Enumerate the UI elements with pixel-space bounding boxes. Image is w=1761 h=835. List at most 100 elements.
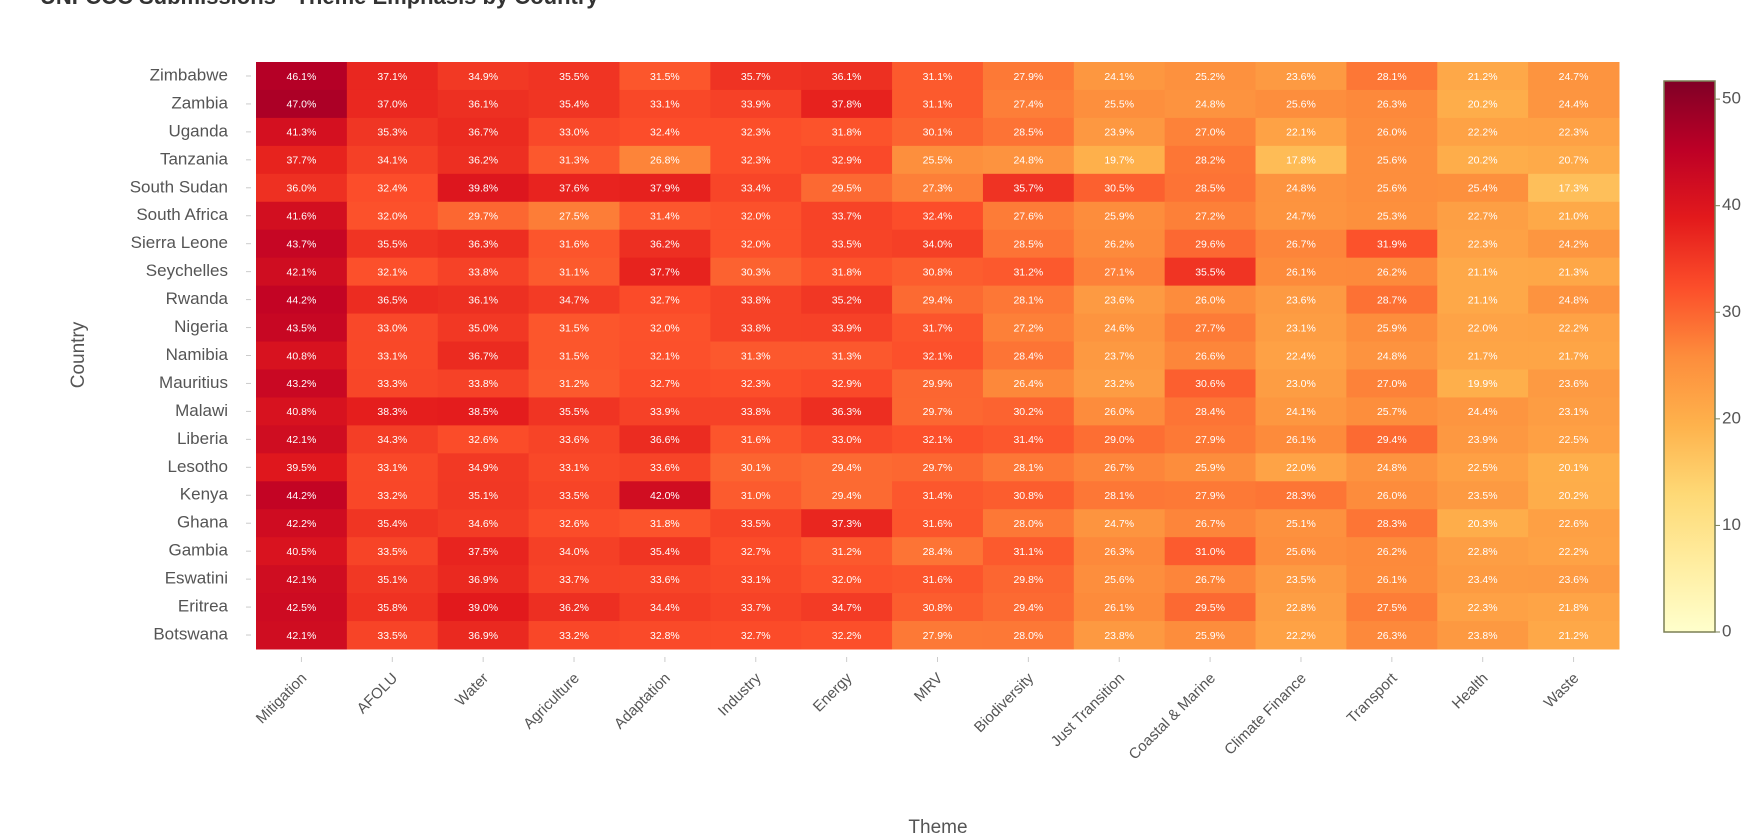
cell-label: 28.0%: [1013, 518, 1043, 530]
cell-label: 36.0%: [287, 183, 317, 195]
heatmap-cell: [982, 285, 1075, 315]
cell-label: 47.0%: [287, 99, 317, 111]
heatmap-cell: [801, 453, 893, 482]
heatmap-cell: [1255, 257, 1347, 287]
heatmap-cell: [1164, 509, 1257, 538]
heatmap-cell: [528, 62, 620, 91]
heatmap-cell: [982, 565, 1075, 594]
heatmap-cell: [1437, 201, 1529, 231]
heatmap-cell: [1255, 593, 1347, 622]
heatmap-cell: [1164, 369, 1257, 398]
heatmap-cell: [346, 229, 439, 259]
cell-label: 24.7%: [1559, 71, 1589, 83]
heatmap-cell: [1346, 369, 1438, 398]
cell-label: 26.7%: [1104, 462, 1134, 474]
cell-label: 27.6%: [1013, 211, 1043, 223]
heatmap-cell: [1073, 285, 1166, 315]
x-tick-label: Just Transition: [1048, 670, 1128, 750]
heatmap-cell: [1346, 89, 1438, 119]
y-tick-label: Liberia: [177, 429, 229, 448]
heatmap-cell: [1073, 565, 1166, 594]
heatmap-cell: [1255, 369, 1347, 398]
heatmap-cell: [437, 285, 530, 315]
cell-label: 31.4%: [1013, 434, 1043, 446]
cell-label: 28.1%: [1104, 490, 1134, 502]
heatmap-cell: [1437, 62, 1529, 91]
cell-label: 20.2%: [1468, 155, 1498, 167]
heatmap-cell: [1437, 117, 1529, 147]
heatmap-cell: [1255, 62, 1347, 91]
cell-label: 28.4%: [1013, 350, 1043, 362]
heatmap-cell: [1073, 341, 1166, 370]
cell-label: 33.2%: [559, 630, 589, 642]
x-tick-label: Climate Finance: [1221, 670, 1310, 759]
cell-label: 31.1%: [923, 99, 953, 111]
x-tick-label: Transport: [1344, 669, 1402, 727]
heatmap-cell: [346, 285, 439, 315]
heatmap-cell: [1255, 425, 1347, 454]
heatmap-cell: [528, 453, 620, 482]
heatmap-cell: [1437, 173, 1529, 203]
heatmap-cell: [619, 621, 711, 650]
cell-label: 33.9%: [650, 406, 680, 418]
cell-label: 36.5%: [377, 294, 407, 306]
heatmap-cell: [1164, 621, 1257, 650]
cell-label: 19.7%: [1104, 155, 1134, 167]
cell-label: 33.0%: [377, 322, 407, 334]
x-tick-label: Health: [1449, 670, 1492, 713]
cell-label: 35.1%: [468, 490, 498, 502]
cell-label: 22.0%: [1286, 462, 1316, 474]
x-tick-label: Adaptation: [611, 670, 674, 733]
heatmap-cell: [982, 509, 1075, 538]
cell-label: 42.1%: [287, 266, 317, 278]
heatmap-cell: [1528, 481, 1620, 510]
heatmap-cell: [619, 509, 711, 538]
heatmap-cell: [1528, 89, 1620, 119]
cell-label: 25.6%: [1286, 99, 1316, 111]
cell-label: 27.5%: [559, 211, 589, 223]
cell-label: 23.6%: [1286, 294, 1316, 306]
cell-label: 33.7%: [741, 602, 771, 614]
cell-label: 32.4%: [923, 211, 953, 223]
heatmap-cell: [892, 257, 984, 287]
cell-label: 26.7%: [1195, 518, 1225, 530]
heatmap-cell: [892, 509, 984, 538]
heatmap-cell: [1346, 397, 1438, 426]
cell-label: 43.2%: [287, 378, 317, 390]
cell-label: 28.0%: [1013, 630, 1043, 642]
cell-label: 20.2%: [1468, 99, 1498, 111]
cell-label: 37.7%: [287, 155, 317, 167]
y-tick-label: Eswatini: [165, 569, 228, 588]
cell-label: 32.7%: [741, 546, 771, 558]
cell-label: 29.5%: [1195, 602, 1225, 614]
cell-label: 36.3%: [468, 238, 498, 250]
heatmap-cell: [1437, 145, 1529, 175]
heatmap-cell: [1164, 537, 1257, 566]
heatmap-cell: [710, 285, 802, 315]
heatmap-cell: [1346, 257, 1438, 287]
heatmap-cell: [346, 257, 439, 287]
cell-label: 20.1%: [1559, 462, 1589, 474]
heatmap-cell: [256, 341, 348, 370]
cell-label: 25.4%: [1468, 183, 1498, 195]
heatmap-cell: [1073, 509, 1166, 538]
x-tick-label: Agriculture: [520, 670, 583, 733]
heatmap-cell: [710, 565, 802, 594]
heatmap-cell: [1346, 117, 1438, 147]
cell-label: 29.4%: [832, 490, 862, 502]
heatmap-cell: [710, 313, 802, 343]
heatmap-cell: [1073, 89, 1166, 119]
cell-label: 34.4%: [650, 602, 680, 614]
colorbar-tick-label: 50: [1722, 89, 1741, 108]
cell-label: 31.7%: [923, 322, 953, 334]
heatmap-cell: [256, 621, 348, 650]
heatmap-cell: [1073, 621, 1166, 650]
cell-label: 36.2%: [650, 238, 680, 250]
heatmap-cell: [710, 425, 802, 454]
chart-title: UNFCCC Submissions - Theme Emphasis by C…: [40, 0, 599, 9]
cell-label: 35.2%: [832, 294, 862, 306]
cell-label: 31.5%: [650, 71, 680, 83]
cell-label: 31.2%: [1013, 266, 1043, 278]
cell-label: 22.6%: [1559, 518, 1589, 530]
